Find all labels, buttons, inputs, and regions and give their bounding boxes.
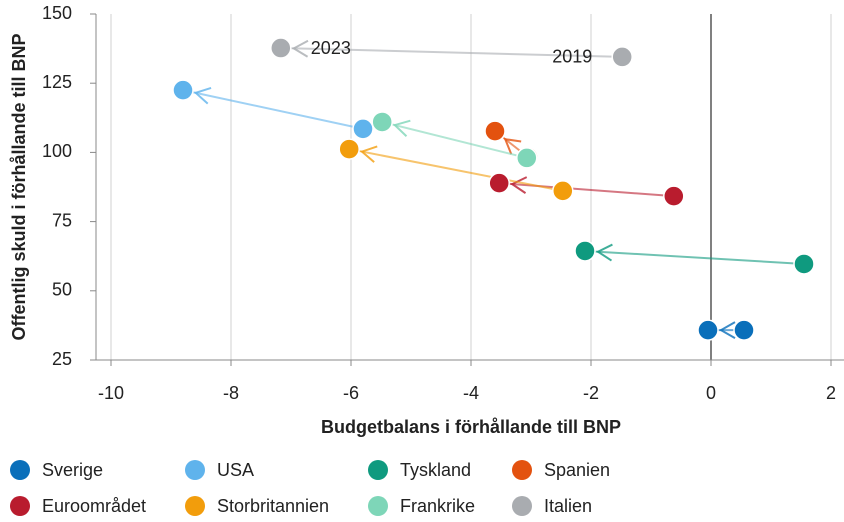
arrow-line	[499, 182, 674, 198]
legend-marker	[512, 496, 532, 516]
legend-marker	[10, 460, 30, 480]
point	[697, 319, 719, 341]
point	[352, 118, 374, 140]
x-tick-label: -8	[223, 383, 239, 403]
y-tick-label: 50	[52, 280, 72, 300]
legend-label: Storbritannien	[217, 496, 329, 516]
x-tick-label: -4	[463, 383, 479, 403]
arrow-line	[280, 47, 623, 58]
arrow-head	[291, 39, 309, 58]
arrow-head	[510, 176, 528, 194]
legend-label: Tyskland	[400, 460, 471, 480]
point	[484, 120, 506, 142]
arrow-line	[349, 148, 563, 192]
annotation: 2023	[311, 38, 351, 58]
x-tick-label: -6	[343, 383, 359, 403]
legend-label: Italien	[544, 496, 592, 516]
arrow-line	[381, 120, 528, 159]
x-tick-label: 0	[706, 383, 716, 403]
point	[552, 180, 574, 202]
y-tick-label: 100	[42, 141, 72, 161]
y-tick-label: 150	[42, 3, 72, 23]
point	[733, 319, 755, 341]
point	[516, 147, 538, 169]
legend-marker	[10, 496, 30, 516]
x-tick-label: -10	[98, 383, 124, 403]
legend-label: Sverige	[42, 460, 103, 480]
arrow-head	[392, 119, 411, 137]
annotation: 2019	[552, 47, 592, 67]
arrow-head	[595, 243, 613, 262]
legend-label: Euroområdet	[42, 496, 146, 516]
point	[172, 79, 194, 101]
point	[371, 111, 393, 133]
legend-marker	[185, 460, 205, 480]
arrow-head	[193, 87, 212, 105]
y-tick-label: 125	[42, 72, 72, 92]
y-tick-label: 25	[52, 349, 72, 369]
legend-label: Frankrike	[400, 496, 475, 516]
point	[574, 240, 596, 262]
point	[338, 138, 360, 160]
arrow-head	[503, 137, 522, 155]
arrow-head	[359, 145, 378, 163]
legend-marker	[368, 496, 388, 516]
y-axis-label: Offentlig skuld i förhållande till BNP	[9, 33, 29, 340]
x-tick-label: 2	[826, 383, 836, 403]
point	[488, 172, 510, 194]
y-tick-label: 75	[52, 210, 72, 230]
arrow-line	[182, 89, 364, 130]
legend-label: USA	[217, 460, 254, 480]
legend-label: Spanien	[544, 460, 610, 480]
x-tick-label: -2	[583, 383, 599, 403]
arrow-head	[718, 321, 736, 339]
x-axis-label: Budgetbalans i förhållande till BNP	[321, 417, 621, 437]
point	[663, 185, 685, 207]
legend-marker	[368, 460, 388, 480]
legend-marker	[512, 460, 532, 480]
point	[793, 253, 815, 275]
point	[270, 37, 292, 59]
arrow-line	[584, 249, 805, 265]
point	[611, 46, 633, 68]
legend-marker	[185, 496, 205, 516]
